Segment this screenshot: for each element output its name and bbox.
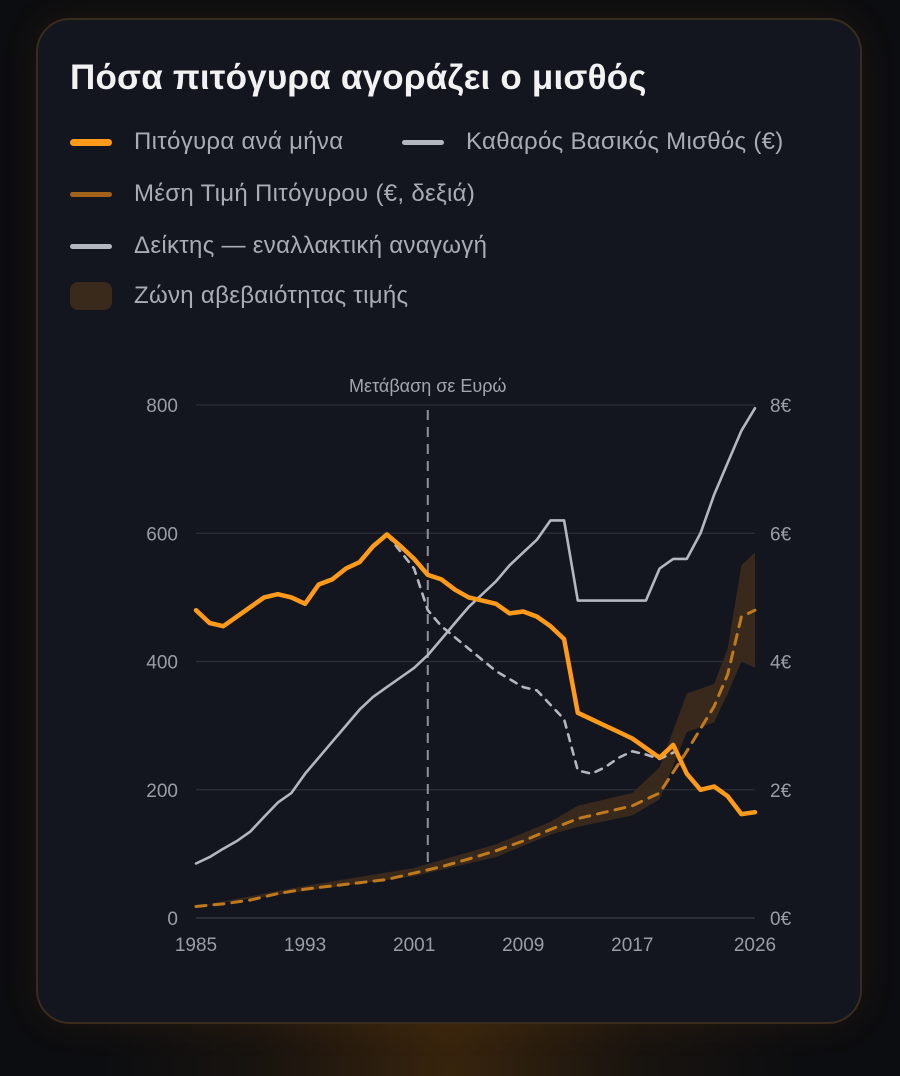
pitogyra-line — [193, 532, 758, 817]
y-left-tick-label: 800 — [146, 396, 178, 417]
legend-swatch-pitogyra — [70, 138, 112, 146]
euro-transition-label: Μετάβαση σε Ευρώ — [349, 376, 506, 396]
legend-swatch-price — [70, 191, 112, 197]
x-tick-label: 2001 — [393, 935, 435, 956]
alt-index-line — [385, 533, 675, 776]
legend-label-alt: Δείκτης — εναλλακτική αναγωγή — [134, 232, 488, 259]
chart-card: Πόσα πιτόγυρα αγοράζει ο μισθός Πιτόγυρα… — [36, 18, 862, 1024]
uncertainty-band — [196, 552, 755, 907]
y-right-tick-label: 2€ — [770, 781, 792, 802]
legend-swatch-band — [70, 282, 112, 310]
y-right-tick-label: 4€ — [770, 653, 792, 674]
y-left-tick-label: 400 — [146, 653, 178, 674]
price-line — [194, 608, 757, 908]
y-right-tick-label: 8€ — [770, 396, 792, 417]
salary-line — [194, 406, 757, 865]
euro-transition-annotation: Μετάβαση σε Ευρώ — [349, 376, 507, 868]
x-tick-label: 1993 — [284, 935, 326, 956]
legend-label-band: Ζώνη αβεβαιότητας τιμής — [134, 282, 409, 309]
series-layer — [193, 406, 758, 908]
legend-label-pitogyra: Πιτόγυρα ανά μήνα — [134, 128, 344, 155]
x-tick-label: 2009 — [502, 935, 544, 956]
legend-item-band[interactable]: Ζώνη αβεβαιότητας τιμής — [70, 282, 408, 310]
x-tick-label: 1985 — [175, 935, 217, 956]
legend-item-pitogyra[interactable]: Πιτόγυρα ανά μήνα — [70, 128, 343, 156]
uncertainty-band-layer — [196, 552, 755, 907]
x-tick-label: 2026 — [734, 935, 776, 956]
legend-item-alt[interactable]: Δείκτης — εναλλακτική αναγωγή — [70, 232, 487, 260]
axis-labels: 0 200 400 600 800 0€ 2€ 4€ 6€ 8€ 1985 1993 2001 2009 2… — [146, 396, 791, 956]
legend-item-price[interactable]: Μέση Τιμή Πιτόγυρου (€, δεξιά) — [70, 180, 475, 208]
chart-title: Πόσα πιτόγυρα αγοράζει ο μισθός — [70, 58, 647, 97]
y-right-tick-label: 6€ — [770, 524, 792, 545]
legend-item-salary[interactable]: Καθαρός Βασικός Μισθός (€) — [402, 128, 784, 156]
y-left-tick-label: 600 — [146, 524, 178, 545]
y-left-tick-label: 200 — [146, 781, 178, 802]
y-left-tick-label: 0 — [167, 909, 178, 930]
legend-label-price: Μέση Τιμή Πιτόγυρου (€, δεξιά) — [134, 180, 476, 207]
grid-lines — [196, 404, 755, 919]
legend-swatch-alt — [70, 243, 112, 249]
x-tick-label: 2017 — [611, 935, 653, 956]
y-right-tick-label: 0€ — [770, 909, 792, 930]
legend-swatch-salary — [402, 139, 444, 145]
legend-label-salary: Καθαρός Βασικός Μισθός (€) — [466, 128, 784, 155]
